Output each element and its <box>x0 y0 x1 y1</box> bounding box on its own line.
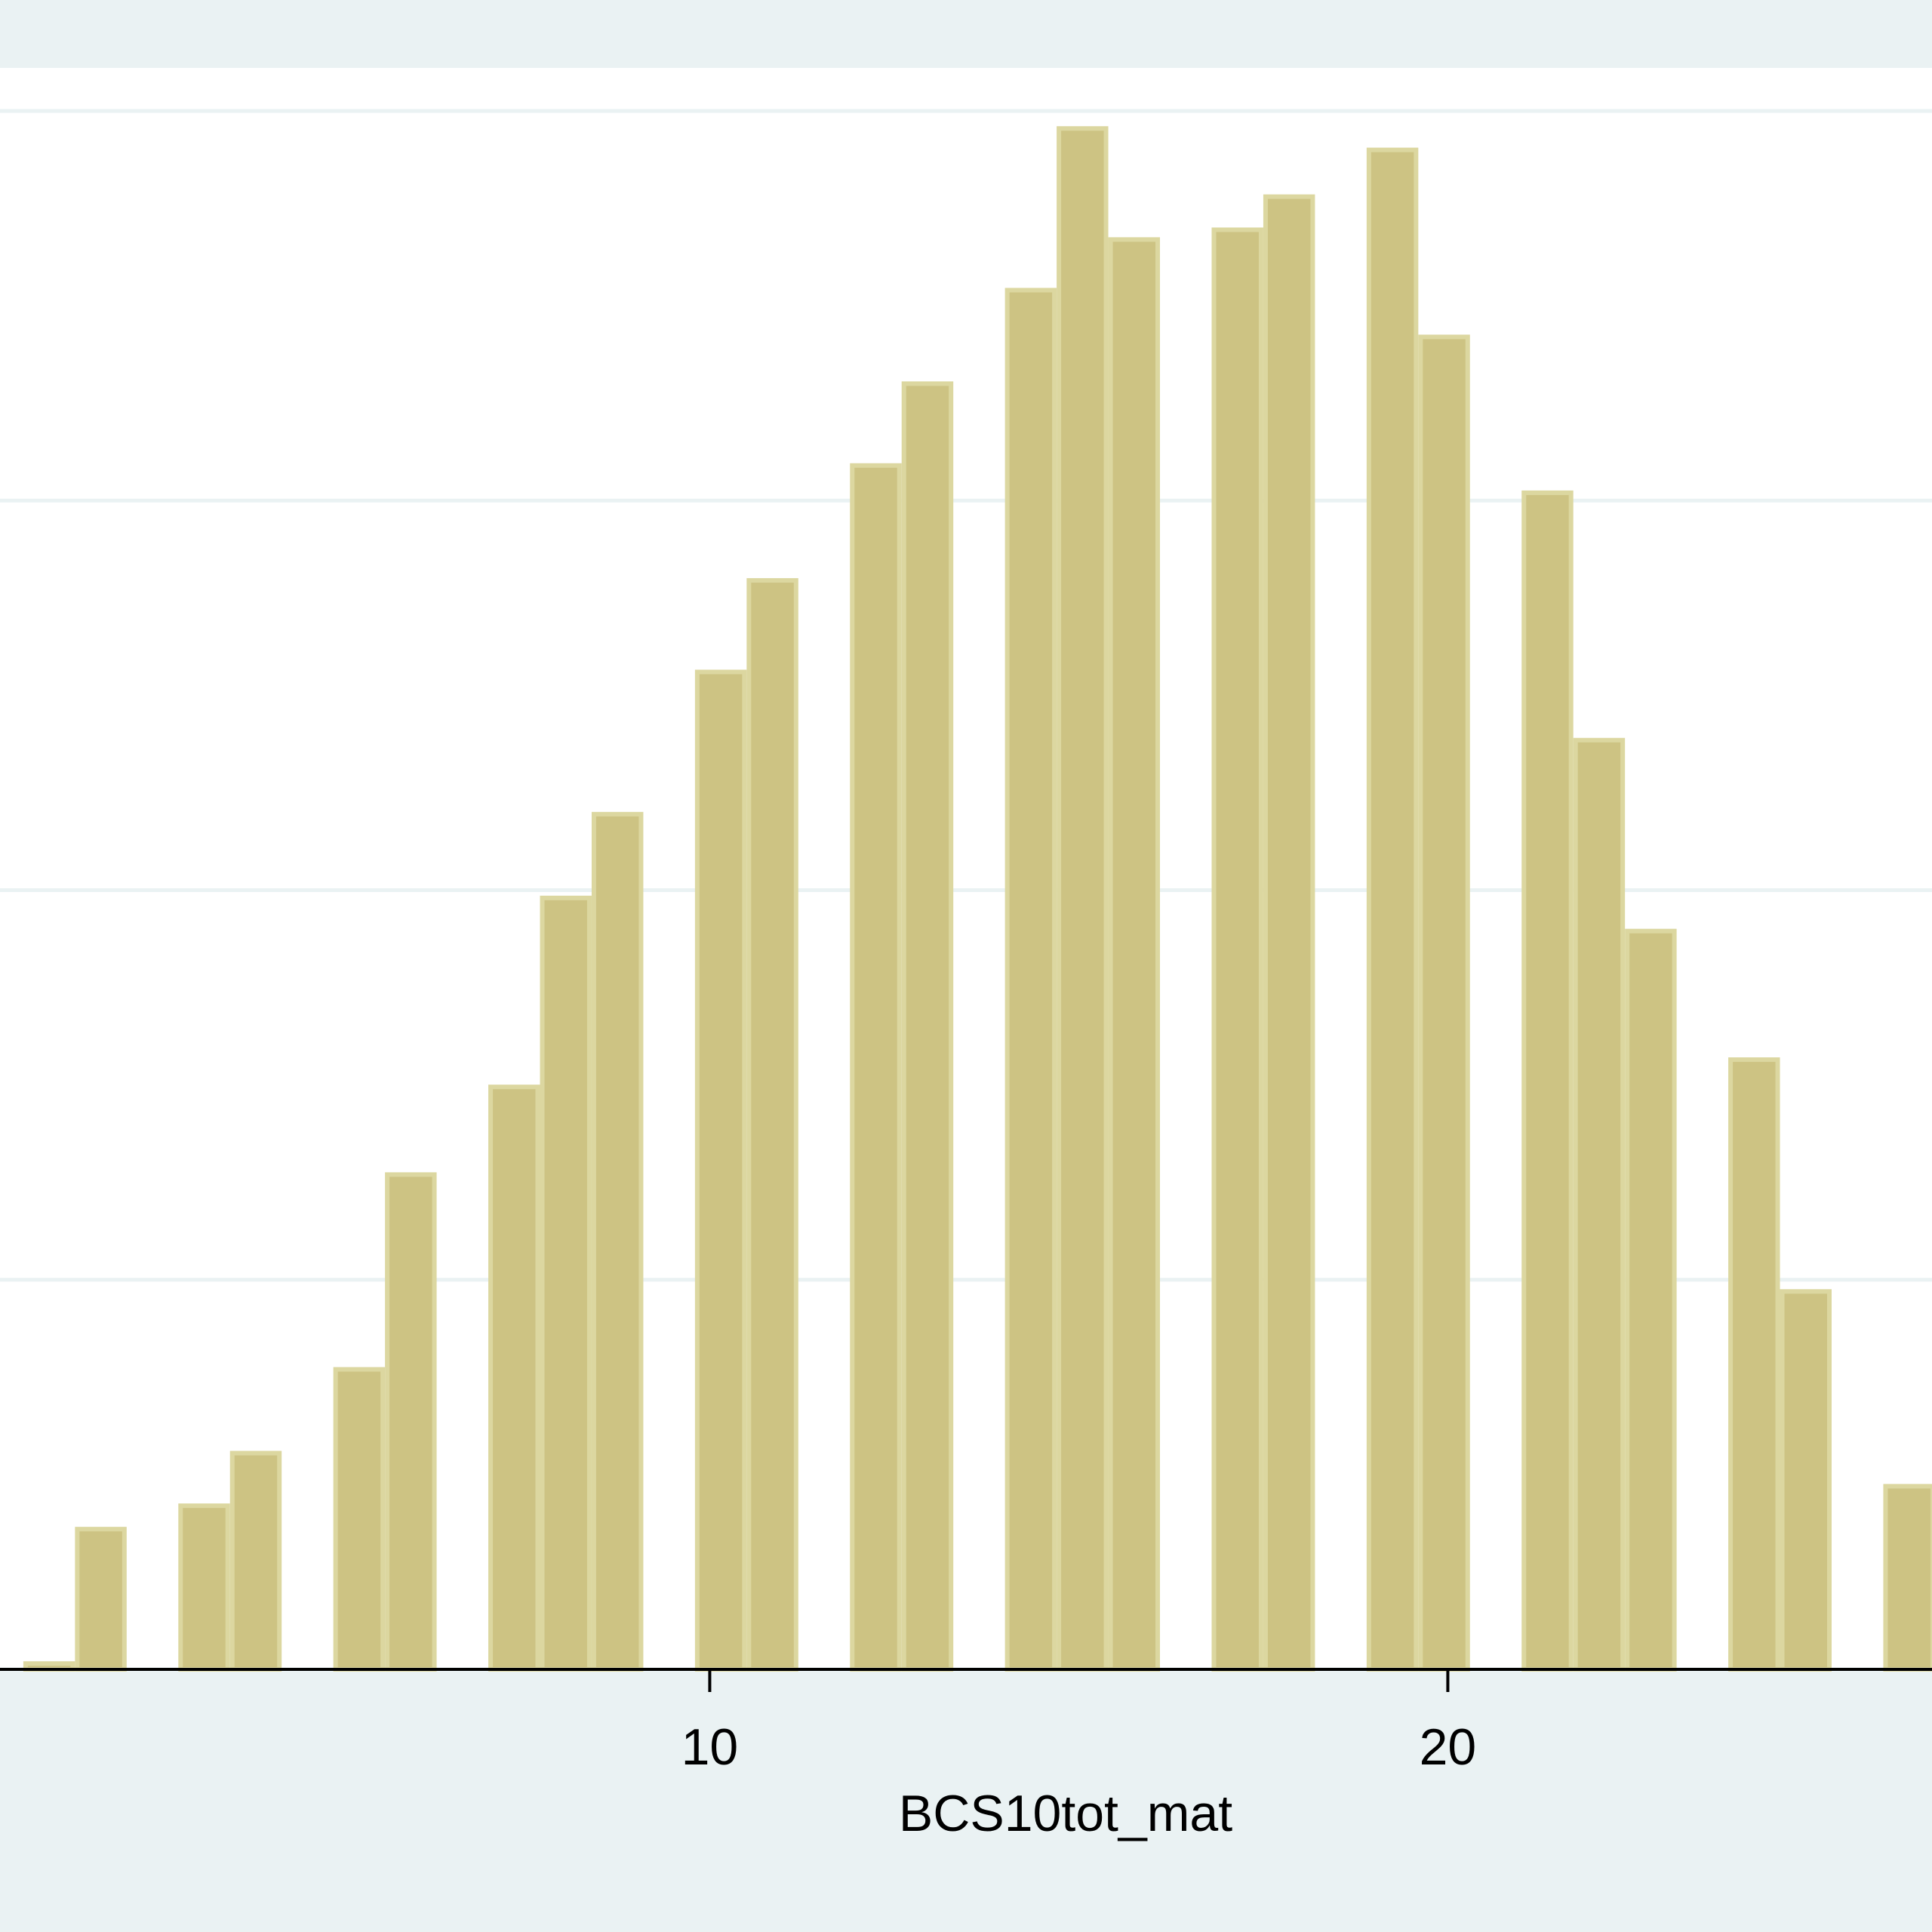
bar <box>1366 147 1419 1672</box>
bar <box>1004 288 1057 1672</box>
bar <box>1108 237 1161 1672</box>
bar <box>1057 126 1109 1672</box>
bar <box>488 1084 540 1672</box>
bar <box>901 381 954 1672</box>
bar <box>1728 1057 1780 1672</box>
bar <box>850 463 902 1672</box>
bar <box>1211 227 1263 1672</box>
bar <box>1780 1289 1832 1672</box>
bar <box>1521 490 1574 1672</box>
x-tick-label: 20 <box>1420 1718 1477 1776</box>
bar <box>591 811 644 1672</box>
bar <box>540 895 592 1672</box>
bar <box>1418 334 1470 1672</box>
bar <box>333 1367 386 1672</box>
bar <box>1883 1484 1932 1672</box>
bar <box>178 1503 230 1672</box>
x-axis-label: BCS10tot_mat <box>899 1785 1232 1842</box>
bar <box>1263 194 1315 1672</box>
x-tick-label: 10 <box>681 1718 739 1776</box>
bar <box>746 578 798 1672</box>
bar <box>694 669 747 1672</box>
bar <box>385 1172 437 1672</box>
bar <box>1625 928 1677 1672</box>
bar <box>75 1527 127 1672</box>
bar <box>1573 737 1626 1672</box>
bar <box>229 1451 282 1672</box>
